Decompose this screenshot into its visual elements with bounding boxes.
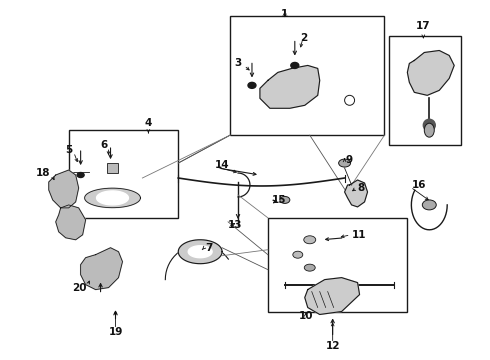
Bar: [106, 163, 119, 173]
Text: 2: 2: [300, 32, 307, 42]
Text: 13: 13: [228, 220, 243, 230]
Circle shape: [423, 119, 435, 131]
Polygon shape: [260, 66, 319, 108]
Text: 14: 14: [215, 160, 230, 170]
Polygon shape: [407, 50, 454, 95]
Ellipse shape: [248, 82, 256, 88]
Polygon shape: [56, 205, 86, 240]
Text: 5: 5: [66, 145, 73, 155]
Circle shape: [344, 95, 355, 105]
Text: 15: 15: [272, 195, 286, 205]
Text: 20: 20: [72, 283, 87, 293]
Text: 19: 19: [108, 328, 122, 337]
Polygon shape: [344, 180, 368, 207]
Ellipse shape: [424, 123, 434, 137]
Ellipse shape: [291, 62, 299, 68]
Polygon shape: [97, 191, 128, 205]
Text: 3: 3: [235, 58, 242, 68]
Bar: [268, 218, 407, 312]
Text: 4: 4: [145, 118, 152, 128]
Polygon shape: [305, 278, 360, 315]
Ellipse shape: [304, 236, 316, 244]
Polygon shape: [85, 188, 141, 208]
Text: 7: 7: [205, 243, 213, 253]
Text: 10: 10: [298, 311, 313, 321]
Ellipse shape: [339, 159, 350, 167]
Text: 1: 1: [281, 9, 289, 19]
Ellipse shape: [304, 264, 315, 271]
Polygon shape: [81, 248, 122, 289]
Polygon shape: [49, 170, 78, 208]
Text: 16: 16: [412, 180, 426, 190]
Ellipse shape: [77, 172, 84, 177]
Text: 18: 18: [36, 168, 51, 178]
Ellipse shape: [422, 200, 436, 210]
Text: 11: 11: [352, 230, 366, 240]
Text: 8: 8: [358, 183, 365, 193]
Polygon shape: [178, 240, 222, 264]
Bar: [230, 15, 385, 135]
Text: 12: 12: [325, 341, 340, 351]
Bar: [69, 130, 178, 218]
Ellipse shape: [293, 251, 303, 258]
Bar: [390, 36, 461, 145]
Text: 9: 9: [345, 155, 353, 165]
Polygon shape: [188, 246, 212, 258]
Ellipse shape: [280, 197, 290, 203]
Text: 17: 17: [416, 21, 431, 31]
Text: 6: 6: [100, 140, 107, 150]
